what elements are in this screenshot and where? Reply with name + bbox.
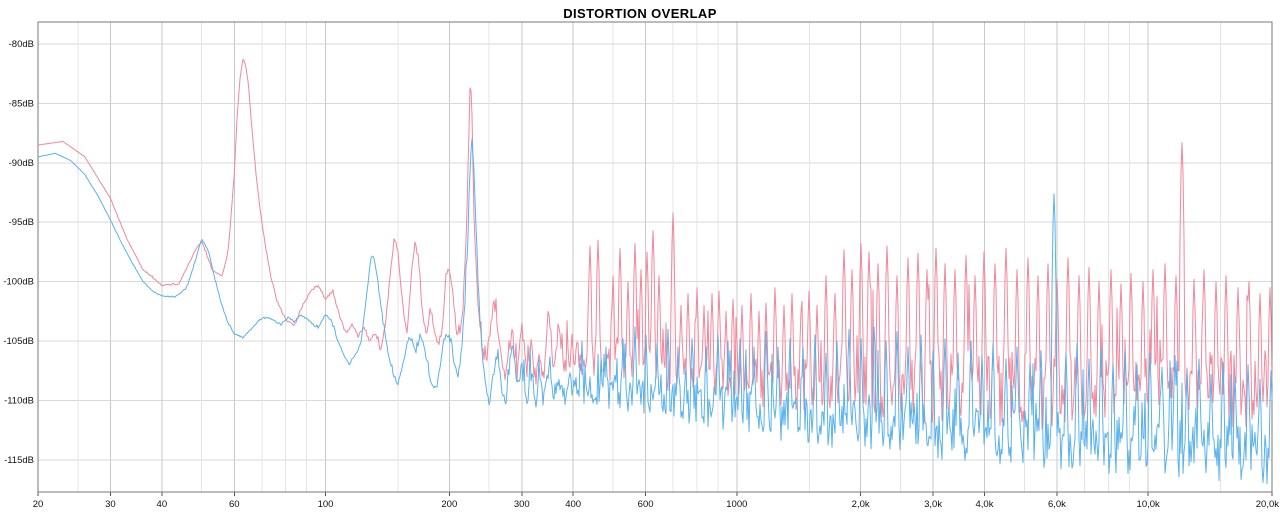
plot-border [37,21,1273,493]
x-tick-label: 20 [33,499,44,510]
y-tick-label: -105dB [3,336,34,347]
y-tick-label: -100dB [3,277,34,288]
chart-title: DISTORTION OVERLAP [563,6,717,21]
x-tick-label: 60 [229,499,240,510]
y-tick-label: -85dB [9,98,34,109]
x-tick-label: 30 [105,499,116,510]
x-tick-label: 300 [514,499,530,510]
x-tick-label: 3,0k [924,499,942,510]
y-tick-label: -80dB [9,39,34,50]
y-tick-label: -110dB [4,395,34,406]
pink-trace [37,58,1273,430]
x-tick-label: 20,0k [1256,499,1279,510]
x-tick-label: 2,0k [852,499,870,510]
x-tick-label: 400 [565,499,581,510]
x-tick-label: 200 [441,499,457,510]
blue-trace [37,138,1273,485]
y-tick-label: -115dB [4,455,34,466]
x-tick-label: 40 [157,499,168,510]
x-tick-label: 10,0k [1137,499,1160,510]
y-tick-label: -95dB [9,217,34,228]
x-tick-label: 100 [318,499,334,510]
y-tick-label: -90dB [9,158,34,169]
x-tick-label: 600 [638,499,654,510]
x-tick-label: 4,0k [976,499,994,510]
x-tick-label: 6,0k [1048,499,1066,510]
x-tick-label: 1000 [726,499,747,510]
